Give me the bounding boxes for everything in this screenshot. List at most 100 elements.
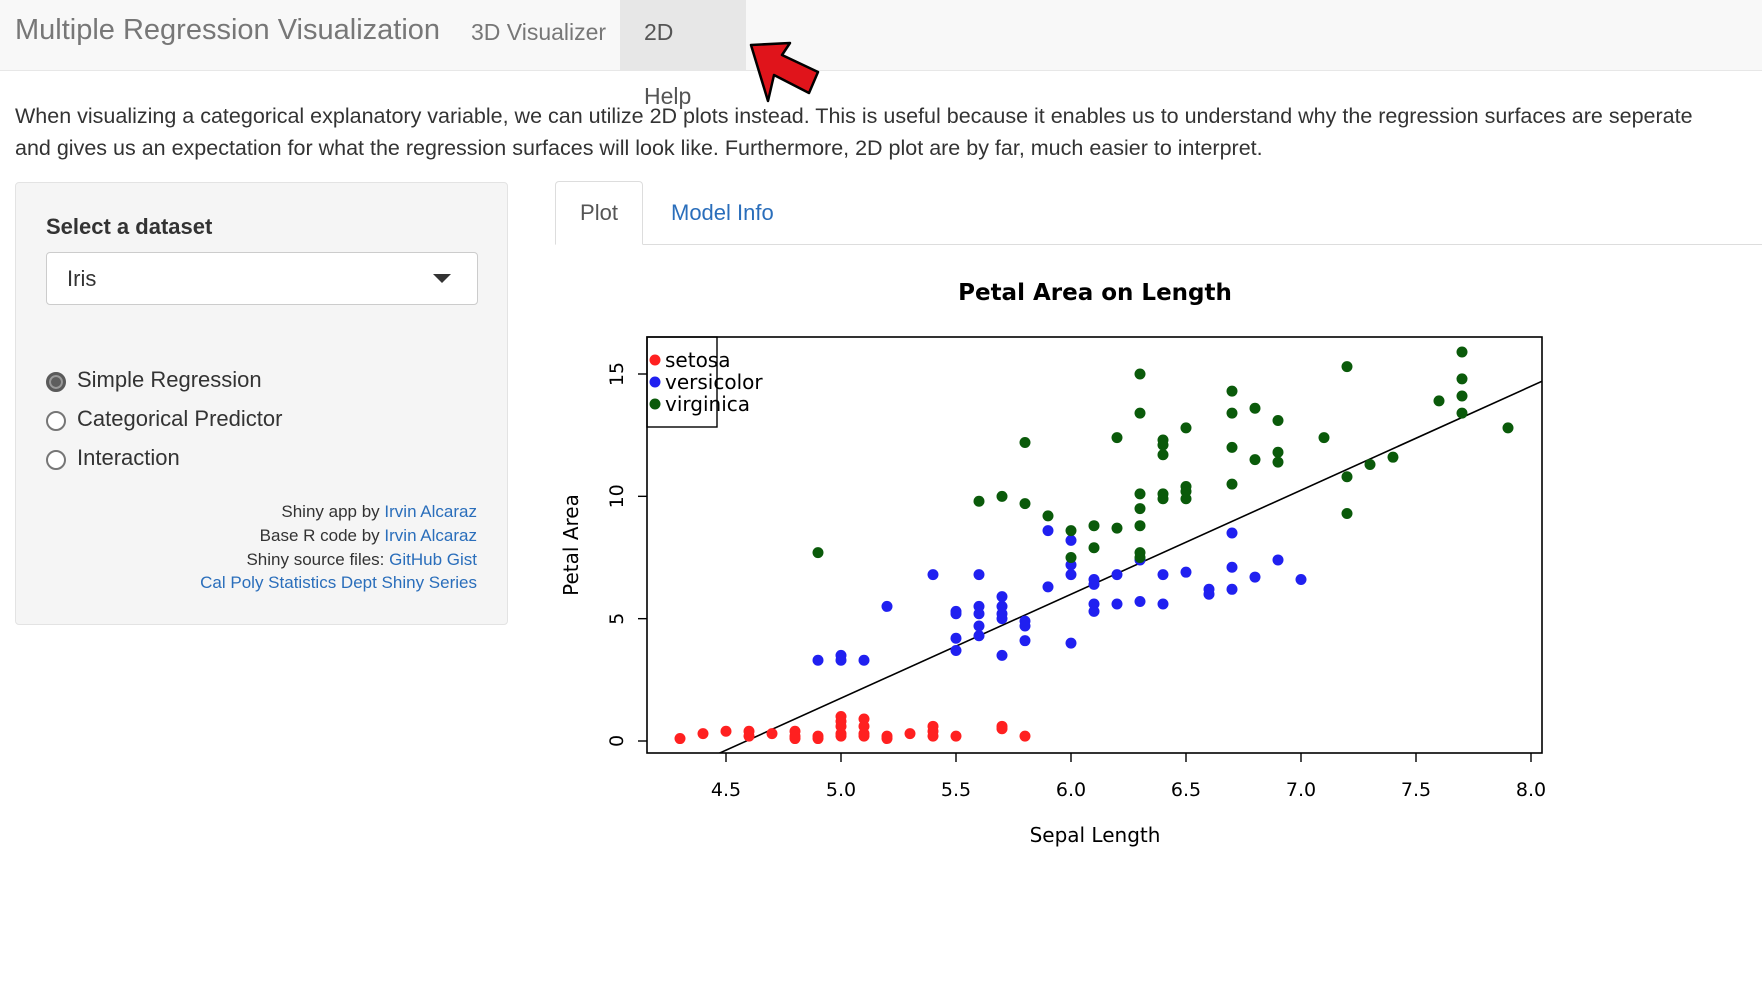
point-setosa: [674, 733, 686, 745]
x-tick-label: 7.5: [1401, 779, 1431, 801]
point-virginica: [1341, 471, 1353, 483]
sidebar-panel: Select a dataset Iris Simple Regression …: [15, 182, 508, 625]
point-virginica: [812, 547, 824, 559]
point-virginica: [1226, 407, 1238, 419]
legend-marker-versicolor: [649, 376, 661, 388]
point-virginica: [1456, 407, 1468, 419]
point-virginica: [1111, 522, 1123, 534]
legend-marker-setosa: [649, 354, 661, 366]
dataset-select[interactable]: Iris: [46, 252, 478, 305]
point-versicolor: [1226, 527, 1238, 539]
github-gist-link[interactable]: GitHub Gist: [389, 549, 477, 569]
point-versicolor: [950, 644, 962, 656]
radio-unselected-icon: [46, 411, 66, 431]
point-virginica: [1341, 507, 1353, 519]
point-versicolor: [950, 632, 962, 644]
point-virginica: [1134, 368, 1146, 380]
point-versicolor: [1180, 566, 1192, 578]
author-link[interactable]: Irvin Alcaraz: [384, 502, 477, 521]
point-versicolor: [1272, 554, 1284, 566]
nav-tab-2d-help[interactable]: 2D Help: [620, 0, 746, 109]
point-virginica: [1456, 390, 1468, 402]
point-versicolor: [881, 600, 893, 612]
point-setosa: [835, 711, 847, 723]
point-virginica: [1502, 422, 1514, 434]
radio-unselected-icon: [46, 450, 66, 470]
point-setosa: [881, 733, 893, 745]
scatter-plot: Petal Area on Length 4.5 5.0 5.5 6.0 6.5 7.0 7.…: [559, 280, 1546, 847]
point-versicolor: [1203, 588, 1215, 600]
point-virginica: [1134, 552, 1146, 563]
point-virginica: [1157, 493, 1169, 505]
dataset-select-label: Select a dataset: [46, 214, 213, 239]
point-versicolor: [1042, 525, 1054, 537]
point-virginica: [1065, 525, 1077, 537]
point-versicolor: [1042, 581, 1054, 593]
point-virginica: [1180, 422, 1192, 434]
point-versicolor: [858, 654, 870, 666]
point-virginica: [1019, 498, 1031, 510]
point-versicolor: [1019, 620, 1031, 632]
point-versicolor: [1019, 635, 1031, 647]
point-virginica: [973, 495, 985, 507]
credit-text: Shiny source files:: [246, 549, 390, 569]
y-tick-label: 5: [606, 613, 628, 625]
point-versicolor: [950, 608, 962, 620]
point-virginica: [1226, 478, 1238, 490]
point-versicolor: [1295, 574, 1307, 586]
point-virginica: [1180, 493, 1192, 505]
point-setosa: [1019, 730, 1031, 742]
chevron-down-icon: [433, 274, 451, 283]
x-tick-label: 5.5: [941, 779, 971, 801]
x-tick-label: 6.0: [1056, 779, 1086, 801]
x-tick-label: 6.5: [1171, 779, 1201, 801]
point-setosa: [697, 728, 709, 740]
point-versicolor: [1111, 569, 1123, 581]
point-versicolor: [973, 569, 985, 581]
tab-plot[interactable]: Plot: [555, 181, 643, 245]
tabs-divider: [555, 244, 1762, 245]
point-virginica: [1065, 552, 1077, 563]
point-virginica: [1387, 451, 1399, 463]
point-versicolor: [1065, 569, 1077, 581]
point-versicolor: [927, 569, 939, 581]
point-versicolor: [1226, 561, 1238, 573]
point-versicolor: [996, 613, 1008, 625]
point-versicolor: [1134, 596, 1146, 608]
shiny-series-link[interactable]: Cal Poly Statistics Dept Shiny Series: [200, 573, 477, 593]
point-virginica: [1134, 503, 1146, 515]
point-versicolor: [812, 654, 824, 666]
point-virginica: [1088, 520, 1100, 532]
chart-title: Petal Area on Length: [958, 280, 1232, 306]
point-setosa: [835, 730, 847, 742]
x-axis-label: Sepal Length: [1030, 823, 1161, 847]
legend-marker-virginica: [649, 398, 661, 410]
point-virginica: [1134, 407, 1146, 419]
point-virginica: [1364, 459, 1376, 471]
point-setosa: [927, 720, 939, 732]
point-virginica: [1272, 446, 1284, 458]
author-link[interactable]: Irvin Alcaraz: [384, 525, 477, 545]
point-virginica: [1226, 385, 1238, 397]
point-versicolor: [1157, 598, 1169, 610]
point-virginica: [1272, 456, 1284, 468]
point-versicolor: [1065, 637, 1077, 649]
point-versicolor: [1065, 534, 1077, 546]
point-versicolor: [835, 654, 847, 666]
y-tick-label: 15: [606, 362, 628, 386]
point-virginica: [1433, 395, 1445, 407]
radio-selected-icon: [46, 372, 66, 392]
point-virginica: [1088, 542, 1100, 554]
point-setosa: [996, 723, 1008, 735]
nav-tab-3d-visualizer[interactable]: 3D Visualizer: [471, 19, 607, 45]
tab-model-info[interactable]: Model Info: [671, 200, 774, 225]
point-virginica: [1318, 432, 1330, 444]
point-setosa: [812, 733, 824, 745]
point-versicolor: [1249, 571, 1261, 583]
point-versicolor: [973, 620, 985, 632]
point-virginica: [1272, 414, 1284, 426]
y-axis-label: Petal Area: [559, 494, 583, 596]
point-setosa: [927, 730, 939, 742]
point-setosa: [743, 725, 755, 737]
point-virginica: [1134, 520, 1146, 532]
